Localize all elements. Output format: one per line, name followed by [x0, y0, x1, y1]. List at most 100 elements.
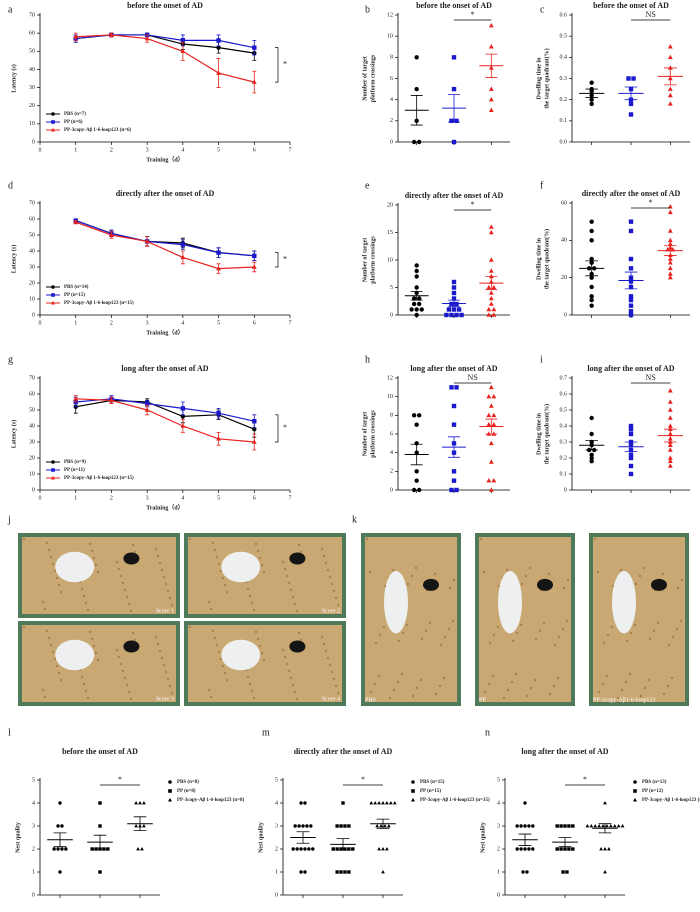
bedding-texture [221, 664, 225, 668]
bedding-texture [252, 608, 256, 612]
bedding-texture [219, 569, 223, 573]
marker [667, 260, 673, 265]
marker [488, 273, 494, 279]
marker [98, 801, 102, 805]
bedding-texture [414, 566, 418, 570]
cage-photo [589, 533, 689, 706]
marker [180, 414, 186, 419]
marker [667, 241, 673, 246]
marker [343, 824, 347, 828]
bedding-texture [287, 669, 291, 673]
marker [98, 870, 102, 874]
y-tick-label: 5 [32, 777, 35, 783]
marker [628, 266, 634, 271]
marker [491, 422, 497, 427]
marker [488, 107, 494, 113]
bedding-texture [511, 639, 515, 643]
sem-bar [53, 832, 67, 848]
marker [527, 847, 531, 851]
marker [216, 250, 221, 255]
marker [168, 780, 172, 784]
marker [667, 407, 673, 412]
bedding-texture [281, 648, 285, 652]
marker [414, 263, 419, 268]
bedding-texture [369, 690, 373, 694]
sem-bar [448, 93, 460, 123]
y-tick-label: 0.0 [560, 139, 568, 145]
legend-label: PBS (n=13) [642, 780, 667, 785]
marker [607, 846, 611, 851]
chart-panel: c before the onset of AD 0.0 0.1 0.2 0.3 0.4 0.… [536, 1, 690, 145]
marker [523, 847, 527, 851]
marker [252, 427, 257, 432]
bedding-texture [57, 671, 61, 675]
bedding-texture [667, 643, 671, 647]
y-tick-label: 0.2 [560, 455, 568, 461]
nest-material [55, 639, 95, 671]
marker [343, 870, 347, 874]
marker [589, 455, 594, 461]
marker [106, 847, 110, 851]
marker [303, 870, 307, 874]
marker [605, 823, 609, 828]
bedding-texture [53, 657, 57, 661]
bedding-texture [154, 547, 158, 551]
legend-label: PP-3copy-Aβ 1-6-loop123 (n=15) [64, 301, 134, 306]
bedding-texture [492, 633, 496, 637]
bedding-texture [258, 556, 262, 560]
bedding-texture [365, 537, 369, 541]
bedding-texture [433, 572, 437, 576]
bedding-texture [488, 641, 492, 645]
y-tick-label: 60 [29, 391, 35, 397]
marker [299, 870, 303, 874]
legend-label: PBS (n=15) [420, 780, 445, 785]
y-axis-label: the target quadrant(%) [543, 229, 550, 289]
bedding-texture [624, 680, 628, 684]
marker [51, 468, 55, 472]
y-tick-label: 70 [29, 12, 35, 18]
bedding-texture [123, 676, 127, 680]
bedding-texture [487, 682, 491, 686]
marker [311, 847, 315, 851]
marker [297, 824, 301, 828]
marker [667, 228, 673, 233]
bedding-texture [415, 686, 419, 690]
marker [486, 312, 492, 317]
y-tick-label: 50 [29, 49, 35, 55]
bedding-texture [434, 692, 438, 696]
marker [563, 824, 567, 828]
bedding-texture [656, 621, 660, 625]
y-tick-label: 3 [275, 823, 278, 829]
mouse [123, 552, 140, 565]
marker [628, 303, 634, 308]
y-tick-label: 0.5 [560, 34, 568, 40]
marker [454, 385, 459, 390]
marker [667, 92, 673, 98]
marker [488, 97, 494, 102]
marker [589, 101, 594, 107]
marker [351, 847, 355, 851]
legend-label: PBS (n=7) [64, 112, 86, 117]
bedding-texture [638, 574, 642, 578]
legend-label: PBS (n=8) [177, 780, 199, 785]
marker [589, 275, 594, 280]
bedding-texture [260, 563, 264, 567]
bedding-texture [217, 562, 221, 566]
marker [303, 847, 307, 851]
legend-label: PP (n=8) [177, 789, 196, 794]
sem-bar [376, 818, 390, 829]
sem-bar [410, 443, 423, 466]
chart-panel: n long after the onset of AD 0 1 2 3 4 5 Nest qu… [480, 727, 700, 898]
marker [414, 307, 419, 312]
marker [488, 295, 494, 301]
bedding-texture [96, 570, 100, 574]
y-tick-label: 0 [497, 892, 500, 898]
marker [567, 824, 571, 828]
bedding-texture [661, 572, 665, 576]
bedding-texture [324, 561, 328, 565]
x-tick-label: 5 [217, 320, 220, 326]
bedding-texture [479, 537, 483, 541]
bedding-texture [117, 567, 121, 571]
marker [667, 415, 673, 420]
